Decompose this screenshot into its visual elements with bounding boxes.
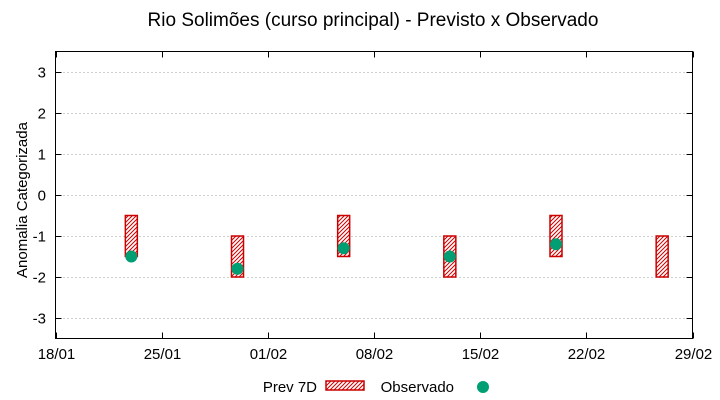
- x-tick-label: 01/02: [250, 346, 288, 363]
- y-tick-label: -3: [33, 311, 46, 328]
- y-tick-label: 2: [38, 106, 46, 123]
- x-tick-label: 25/01: [144, 346, 182, 363]
- observed-point: [337, 242, 350, 255]
- legend-label-prev-7d: Prev 7D: [263, 379, 317, 396]
- y-axis: -3 -2 -1 0 1 2 3: [33, 65, 693, 328]
- y-tick-label: -1: [33, 229, 46, 246]
- y-tick-label: -2: [33, 270, 46, 287]
- observed-point: [550, 238, 562, 251]
- x-tick-label: 15/02: [462, 346, 500, 363]
- legend-label-observado: Observado: [381, 379, 454, 396]
- forecast-range-box: [655, 235, 669, 278]
- x-tick-label: 08/02: [356, 346, 394, 363]
- y-tick-label: 3: [38, 65, 46, 82]
- forecast-boxes: [124, 214, 669, 278]
- observed-point: [443, 250, 456, 263]
- observed-points: [125, 238, 562, 275]
- plot-frame: [55, 51, 693, 339]
- observed-point: [125, 250, 138, 263]
- x-tick-label: 29/02: [675, 346, 713, 363]
- y-tick-label: 1: [38, 147, 46, 164]
- forecast-range-box: [549, 214, 563, 258]
- x-tick-label: 22/02: [568, 346, 606, 363]
- grid: [55, 72, 693, 319]
- legend: Prev 7D Observado: [263, 379, 489, 396]
- chart-title: Rio Solimões (curso principal) - Previst…: [148, 10, 599, 31]
- x-tick-label: 18/01: [38, 346, 76, 363]
- x-axis: 18/01 25/01 01/02 08/02 15/02 22/02 29/02: [38, 51, 713, 363]
- forecast-range-box: [124, 214, 139, 258]
- y-axis-label: Anomalia Categorizada: [14, 121, 31, 278]
- legend-marker-observado: [477, 381, 489, 393]
- legend-swatch-prev-7d: [325, 380, 365, 391]
- observed-point: [231, 262, 244, 275]
- y-tick-label: 0: [38, 188, 46, 205]
